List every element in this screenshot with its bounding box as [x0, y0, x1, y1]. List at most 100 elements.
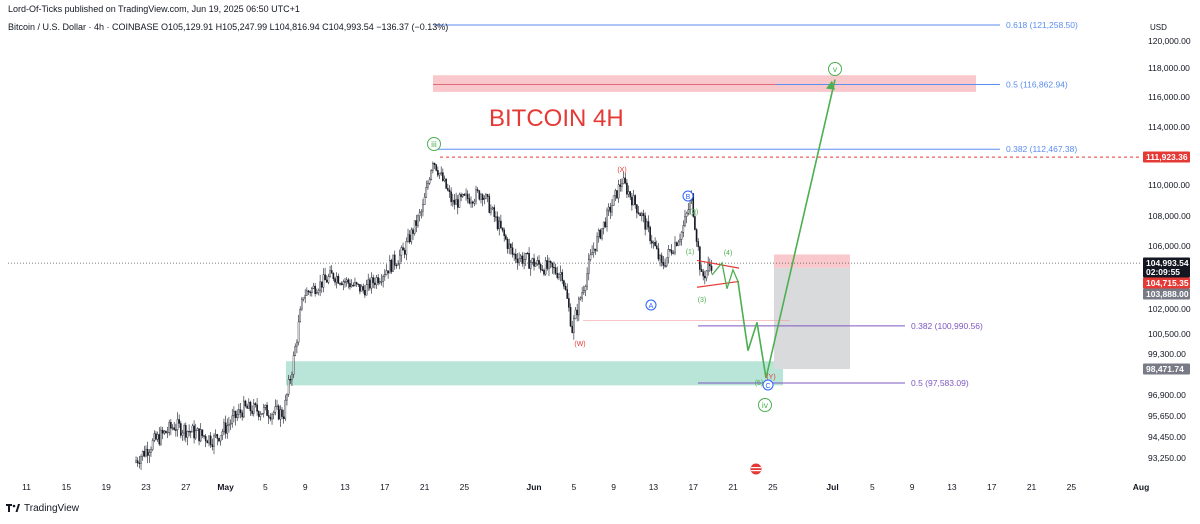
- x-tick-label: Jun: [526, 482, 541, 492]
- candle-body: [654, 242, 656, 247]
- candle-body: [302, 297, 305, 300]
- candle-body: [163, 430, 166, 434]
- wave-text: A: [649, 303, 654, 310]
- candle-body: [367, 279, 370, 285]
- candle-body: [637, 212, 640, 214]
- candle-body: [171, 427, 174, 429]
- candle-body: [685, 212, 688, 217]
- candle-body: [476, 189, 479, 192]
- candle-body: [377, 277, 379, 284]
- candle-body: [450, 191, 452, 202]
- wave-circle: [682, 190, 694, 202]
- candle-body: [382, 276, 384, 282]
- candle-body: [445, 178, 447, 189]
- candle-body: [581, 292, 583, 299]
- tradingview-footer[interactable]: TradingView: [6, 500, 79, 516]
- candle-body: [311, 288, 313, 294]
- candle-body: [166, 432, 169, 434]
- candle-body: [256, 404, 258, 412]
- event-stripe: [751, 470, 761, 472]
- candle-body: [519, 255, 522, 259]
- support-zone: [286, 361, 783, 386]
- candle-body: [254, 403, 257, 406]
- candle-body: [587, 259, 590, 274]
- x-tick-label: 13: [340, 482, 350, 492]
- candle-body: [564, 285, 567, 290]
- candle-body: [422, 204, 424, 212]
- candle-body: [241, 412, 243, 418]
- candle-body: [496, 216, 499, 230]
- candle-body: [384, 274, 386, 277]
- candle-body: [636, 204, 638, 213]
- x-tick-label: 25: [460, 482, 470, 492]
- candle-body: [360, 286, 363, 292]
- candle-body: [188, 431, 190, 433]
- candle-body: [334, 278, 336, 283]
- y-tick-label: 95,650.00: [1148, 411, 1186, 421]
- candle-body: [672, 252, 675, 254]
- candle-body: [626, 182, 628, 195]
- candle-body: [281, 409, 283, 417]
- candle-body: [490, 208, 492, 213]
- candle-body: [500, 220, 502, 228]
- wave-label-b: B: [682, 190, 694, 202]
- candle-body: [329, 270, 331, 277]
- fib-level-label: 0.5 (116,862.94): [1006, 79, 1068, 89]
- candle-body: [209, 435, 212, 445]
- candle-body: [176, 419, 179, 431]
- wave-text: (X): [617, 167, 626, 174]
- candle-body: [234, 410, 237, 419]
- candle-body: [213, 435, 215, 447]
- candle-body: [481, 194, 484, 200]
- candle-body: [506, 239, 509, 249]
- projection-arrowhead: [826, 80, 835, 90]
- candle-body: [138, 462, 141, 464]
- candle-body: [495, 216, 497, 218]
- candle-body: [233, 410, 235, 417]
- candle-body: [511, 247, 514, 255]
- candle-body: [143, 450, 146, 457]
- candle-body: [136, 460, 139, 464]
- candle-body: [526, 252, 529, 255]
- candle-body: [277, 405, 280, 420]
- candle-body: [387, 270, 389, 274]
- candle-body: [579, 297, 582, 300]
- candle-body: [680, 232, 683, 240]
- candle-body: [652, 242, 655, 244]
- candle-body: [692, 193, 695, 217]
- candle-body: [180, 423, 182, 436]
- candle-body: [538, 260, 540, 265]
- candle-body: [284, 399, 287, 419]
- candle-body: [201, 429, 204, 436]
- x-tick-label: 25: [768, 482, 778, 492]
- candle-body: [330, 270, 333, 274]
- candle-body: [529, 262, 532, 269]
- candle-body: [435, 164, 438, 171]
- wave-text: B: [686, 194, 691, 201]
- candle-body: [536, 260, 539, 265]
- x-tick-label: 9: [910, 482, 915, 492]
- candle-body: [410, 229, 413, 243]
- wave-circle: [427, 137, 441, 151]
- price-tag-text: 02:09:55: [1146, 267, 1180, 277]
- tradingview-logo-icon: [6, 504, 20, 512]
- candle-body: [272, 412, 275, 415]
- candle-body: [468, 198, 471, 204]
- candle-body: [709, 263, 711, 267]
- candle-body: [370, 277, 373, 289]
- candle-body: [704, 275, 706, 279]
- candle-body: [568, 298, 570, 308]
- candle-body: [480, 194, 482, 200]
- candle-body: [687, 209, 690, 214]
- candle-body: [455, 199, 457, 205]
- y-tick-label: 96,900.00: [1148, 390, 1186, 400]
- candle-body: [641, 213, 643, 217]
- candle-body: [664, 265, 666, 267]
- candle-body: [503, 229, 506, 236]
- price-tag-text: 98,471.74: [1146, 364, 1184, 374]
- candle-body: [395, 264, 398, 267]
- candle-body: [646, 221, 648, 230]
- x-tick-label: 5: [263, 482, 268, 492]
